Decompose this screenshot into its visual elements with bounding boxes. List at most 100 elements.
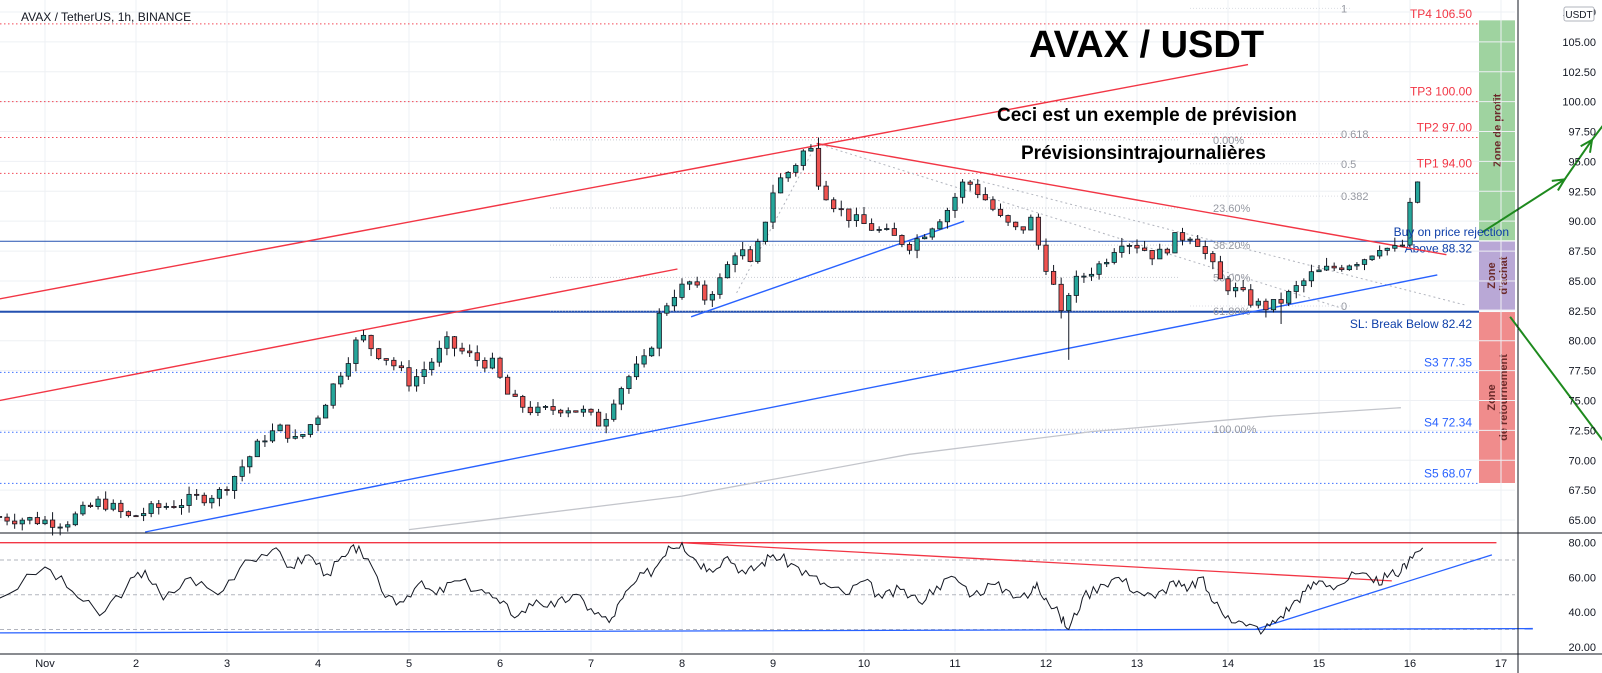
oscillator-trendline (1255, 554, 1493, 631)
candle-body (709, 293, 715, 301)
candle-body (231, 475, 238, 491)
candle-body (504, 376, 511, 395)
candle-body (906, 244, 913, 251)
candle-body (1316, 269, 1322, 273)
candle-body (1240, 287, 1246, 291)
candle-body (565, 410, 571, 414)
y-tick-label: 90.00 (1568, 216, 1596, 228)
candle-body (406, 367, 412, 387)
candle-body (360, 334, 367, 341)
oscillator-y-tick-label: 80.00 (1568, 538, 1596, 550)
candle-body (686, 281, 693, 285)
candle-body (740, 249, 746, 257)
candle-body (1346, 265, 1352, 271)
trendline (690, 220, 965, 318)
candle-body (1263, 300, 1269, 311)
zone-label-line: Zone de profit (1492, 93, 1504, 167)
candle-body (482, 359, 488, 369)
candle-body (671, 296, 678, 307)
candle-body (148, 503, 154, 514)
candle-body (702, 284, 708, 301)
candle-body (269, 430, 276, 442)
candle-body (209, 497, 215, 504)
candle-body (535, 406, 541, 414)
candle-body (391, 359, 397, 367)
candle-body (1126, 245, 1133, 247)
candle-body (982, 194, 988, 201)
candle-body (1210, 253, 1216, 263)
candle-body (1286, 291, 1292, 304)
candle-body (110, 502, 116, 510)
candle-body (338, 375, 344, 385)
candle-body (1407, 201, 1413, 246)
candle-body (853, 214, 860, 221)
candle-body (831, 199, 837, 210)
candle-body (1141, 247, 1148, 251)
candle-body (633, 363, 640, 378)
price-level-label: TP4 106.50 (1410, 7, 1472, 21)
candle-body (1043, 244, 1049, 272)
fib-guide (736, 143, 818, 294)
candle-body (944, 209, 951, 223)
candle-body (1354, 264, 1360, 267)
fib-retracement-label: 0.00% (1213, 135, 1244, 147)
candle-body (467, 350, 473, 354)
candle-body (57, 526, 63, 529)
candle-body (800, 150, 806, 166)
candle-body (1035, 216, 1042, 246)
candle-body (595, 411, 602, 427)
candle-body (285, 424, 291, 439)
candle-body (72, 513, 78, 526)
candle-body (823, 185, 829, 201)
candle-body (277, 424, 283, 432)
candle-body (1323, 265, 1330, 271)
candle-body (1179, 232, 1186, 241)
y-tick-label: 72.50 (1568, 425, 1596, 437)
candle-body (1384, 247, 1390, 251)
candle-body (520, 396, 526, 408)
y-tick-label: 97.50 (1568, 127, 1596, 139)
y-tick-label: 77.50 (1568, 366, 1596, 378)
candle-body (27, 517, 33, 521)
candle-body (103, 498, 109, 510)
candle-body (558, 409, 564, 414)
candle-body (95, 498, 101, 507)
candle-body (239, 466, 245, 477)
y-tick-label: 75.00 (1568, 396, 1596, 408)
candle-body (171, 506, 177, 508)
candle-body (1399, 244, 1406, 247)
fib-extension-label: 0.618 (1341, 129, 1369, 141)
candle-body (42, 519, 48, 525)
candle-body (1172, 232, 1178, 254)
oscillator-y-tick-label: 40.00 (1568, 607, 1596, 619)
candle-body (550, 406, 556, 411)
candle-body (1308, 271, 1315, 282)
y-tick-label: 92.50 (1568, 186, 1596, 198)
candle-body (292, 435, 298, 439)
candle-body (1361, 259, 1368, 265)
candle-body (87, 504, 94, 507)
candle-body (1187, 238, 1193, 241)
candle-body (1225, 278, 1231, 292)
price-level-label: TP2 97.00 (1417, 121, 1473, 135)
candle-body (527, 406, 533, 414)
x-tick-label: 7 (588, 658, 594, 670)
x-tick-label: 2 (133, 658, 139, 670)
fib-retracement-label: 100.00% (1213, 424, 1257, 436)
candle-body (1232, 287, 1239, 292)
candle-body (216, 489, 223, 499)
oscillator-y-tick-label: 60.00 (1568, 572, 1596, 584)
trendline (144, 274, 1438, 533)
candle-body (1255, 300, 1261, 306)
candle-body (868, 223, 875, 231)
candle-body (770, 192, 776, 223)
chart-title: AVAX / USDT (1029, 24, 1264, 66)
candle-body (345, 363, 351, 377)
candle-body (201, 494, 207, 504)
candle-body (573, 410, 579, 413)
price-level-label: TP1 94.00 (1417, 156, 1473, 170)
candle-body (436, 347, 442, 363)
price-level-label: S3 77.35 (1424, 355, 1472, 369)
candle-body (133, 515, 139, 518)
